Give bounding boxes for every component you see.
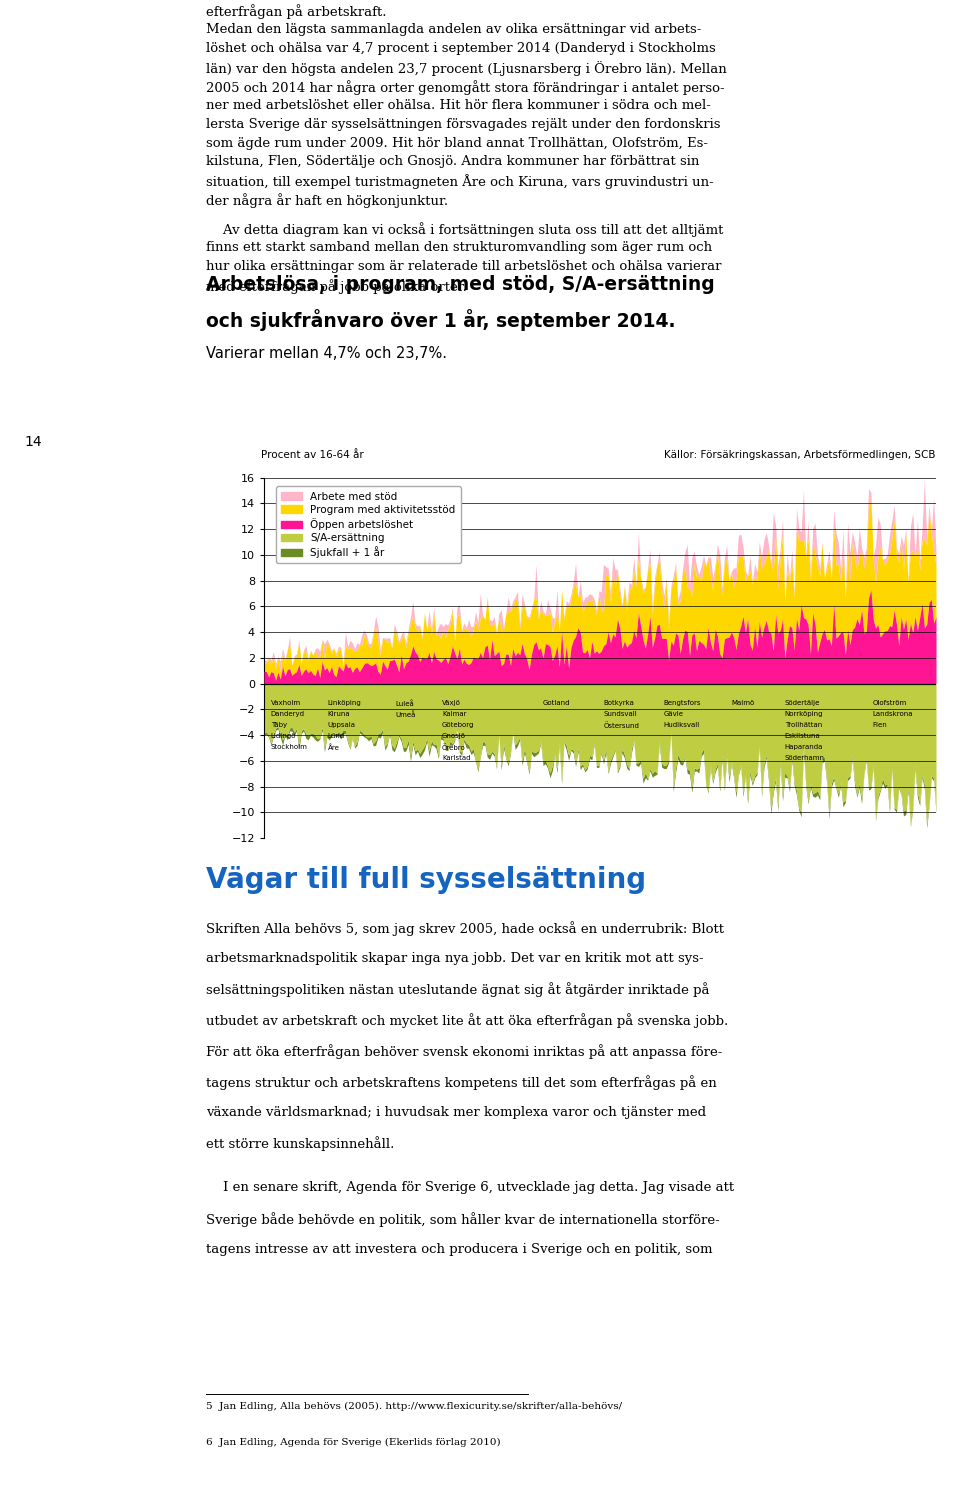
Text: tagens intresse av att investera och producera i Sverige och en politik, som: tagens intresse av att investera och pro… xyxy=(206,1242,713,1256)
Text: finns ett starkt samband mellan den strukturomvandling som äger rum och: finns ett starkt samband mellan den stru… xyxy=(206,242,712,254)
Text: ett större kunskapsinnehåll.: ett större kunskapsinnehåll. xyxy=(206,1137,395,1151)
Text: Karlstad: Karlstad xyxy=(442,756,470,762)
Text: och sjukfrånvaro över 1 år, september 2014.: och sjukfrånvaro över 1 år, september 20… xyxy=(206,309,676,332)
Text: Procent av 16-64 år: Procent av 16-64 år xyxy=(260,449,364,460)
Text: som ägde rum under 2009. Hit hör bland annat Trollhättan, Olofström, Es-: som ägde rum under 2009. Hit hör bland a… xyxy=(206,137,708,150)
Text: Söderhamn: Söderhamn xyxy=(784,756,825,762)
Text: Flen: Flen xyxy=(873,722,887,728)
Text: utbudet av arbetskraft och mycket lite åt att öka efterfrågan på svenska jobb.: utbudet av arbetskraft och mycket lite å… xyxy=(206,1014,729,1027)
Text: Skriften Alla behövs 5, som jag skrev 2005, hade också en underrubrik: Blott: Skriften Alla behövs 5, som jag skrev 20… xyxy=(206,921,725,936)
Text: Gnosjö: Gnosjö xyxy=(442,733,467,739)
Text: 14: 14 xyxy=(24,436,41,449)
Text: Östersund: Östersund xyxy=(604,722,639,728)
Text: Av detta diagram kan vi också i fortsättningen sluta oss till att det alltjämt: Av detta diagram kan vi också i fortsätt… xyxy=(206,222,724,237)
Text: Källor: Försäkringskassan, Arbetsförmedlingen, SCB: Källor: Försäkringskassan, Arbetsförmedl… xyxy=(664,449,936,460)
Text: situation, till exempel turistmagneten Åre och Kiruna, vars gruvindustri un-: situation, till exempel turistmagneten Å… xyxy=(206,174,714,189)
Text: Danderyd: Danderyd xyxy=(271,712,304,718)
Text: löshet och ohälsa var 4,7 procent i september 2014 (Danderyd i Stockholms: löshet och ohälsa var 4,7 procent i sept… xyxy=(206,42,716,56)
Text: Sundsvall: Sundsvall xyxy=(604,712,637,718)
Text: Kiruna: Kiruna xyxy=(328,712,350,718)
Text: selsättningspolitiken nästan uteslutande ägnat sig åt åtgärder inriktade på: selsättningspolitiken nästan uteslutande… xyxy=(206,982,709,997)
Text: Lidingö: Lidingö xyxy=(271,733,296,739)
Text: ner med arbetslöshet eller ohälsa. Hit hör flera kommuner i södra och mel-: ner med arbetslöshet eller ohälsa. Hit h… xyxy=(206,99,711,111)
Text: arbetsmarknadspolitik skapar inga nya jobb. Det var en kritik mot att sys-: arbetsmarknadspolitik skapar inga nya jo… xyxy=(206,952,704,964)
Text: Bengtsfors: Bengtsfors xyxy=(663,700,702,706)
Text: Trollhättan: Trollhättan xyxy=(784,722,822,728)
Text: län) var den högsta andelen 23,7 procent (Ljusnarsberg i Örebro län). Mellan: län) var den högsta andelen 23,7 procent… xyxy=(206,62,727,77)
Text: Luleå: Luleå xyxy=(396,700,414,707)
Text: Botkyrka: Botkyrka xyxy=(604,700,635,706)
Text: Arbetslösa, i program, med stöd, S/A-ersättning: Arbetslösa, i program, med stöd, S/A-ers… xyxy=(206,275,715,294)
Text: Södertälje: Södertälje xyxy=(784,700,820,706)
Text: Landskrona: Landskrona xyxy=(873,712,913,718)
Text: Gävle: Gävle xyxy=(663,712,684,718)
Text: Linköping: Linköping xyxy=(328,700,362,706)
Text: I en senare skrift, Agenda för Sverige 6, utvecklade jag detta. Jag visade att: I en senare skrift, Agenda för Sverige 6… xyxy=(206,1181,734,1194)
Text: Gotland: Gotland xyxy=(543,700,570,706)
Text: lersta Sverige där sysselsättningen försvagades rejält under den fordonskris: lersta Sverige där sysselsättningen förs… xyxy=(206,117,721,131)
Legend: Arbete med stöd, Program med aktivitetsstöd, Öppen arbetslöshet, S/A-ersättning,: Arbete med stöd, Program med aktivitetss… xyxy=(276,487,461,563)
Text: Hudiksvall: Hudiksvall xyxy=(663,722,700,728)
Text: Göteborg: Göteborg xyxy=(442,722,474,728)
Text: kilstuna, Flen, Södertälje och Gnosjö. Andra kommuner har förbättrat sin: kilstuna, Flen, Södertälje och Gnosjö. A… xyxy=(206,156,700,168)
Text: Stockholm: Stockholm xyxy=(271,743,307,749)
Text: Malmö: Malmö xyxy=(732,700,755,706)
Text: efterfrågan på arbetskraft.: efterfrågan på arbetskraft. xyxy=(206,5,387,20)
Text: Vägar till full sysselsättning: Vägar till full sysselsättning xyxy=(206,865,646,894)
Text: Vaxholm: Vaxholm xyxy=(271,700,300,706)
Text: Varierar mellan 4,7% och 23,7%.: Varierar mellan 4,7% och 23,7%. xyxy=(206,345,447,360)
Text: Sverige både behövde en politik, som håller kvar de internationella storföre-: Sverige både behövde en politik, som hål… xyxy=(206,1212,720,1227)
Text: Örebro: Örebro xyxy=(442,743,466,751)
Text: 6  Jan Edling, Agenda för Sverige (Ekerlids förlag 2010): 6 Jan Edling, Agenda för Sverige (Ekerli… xyxy=(206,1437,501,1446)
Text: 2005 och 2014 har några orter genomgått stora förändringar i antalet perso-: 2005 och 2014 har några orter genomgått … xyxy=(206,80,725,95)
Text: der några år haft en högkonjunktur.: der några år haft en högkonjunktur. xyxy=(206,194,448,209)
Text: Täby: Täby xyxy=(271,722,287,728)
Text: Norrköping: Norrköping xyxy=(784,712,824,718)
Text: 5  Jan Edling, Alla behövs (2005). http://www.flexicurity.se/skrifter/alla-behöv: 5 Jan Edling, Alla behövs (2005). http:/… xyxy=(206,1401,622,1410)
Text: För att öka efterfrågan behöver svensk ekonomi inriktas på att anpassa före-: För att öka efterfrågan behöver svensk e… xyxy=(206,1044,723,1059)
Text: Växjö: Växjö xyxy=(442,700,461,706)
Text: Olofström: Olofström xyxy=(873,700,906,706)
Text: med efterfrågan på jobb på olika orter.: med efterfrågan på jobb på olika orter. xyxy=(206,279,468,294)
Text: Eskilstuna: Eskilstuna xyxy=(784,733,821,739)
Text: Medan den lägsta sammanlagda andelen av olika ersättningar vid arbets-: Medan den lägsta sammanlagda andelen av … xyxy=(206,24,702,36)
Text: Uppsala: Uppsala xyxy=(328,722,356,728)
Text: hur olika ersättningar som är relaterade till arbetslöshet och ohälsa varierar: hur olika ersättningar som är relaterade… xyxy=(206,260,722,273)
Text: växande världsmarknad; i huvudsak mer komplexa varor och tjänster med: växande världsmarknad; i huvudsak mer ko… xyxy=(206,1105,707,1119)
Text: Kalmar: Kalmar xyxy=(442,712,467,718)
Text: Umeå: Umeå xyxy=(396,712,416,718)
Text: Åre: Åre xyxy=(328,743,340,751)
Text: tagens struktur och arbetskraftens kompetens till det som efterfrågas på en: tagens struktur och arbetskraftens kompe… xyxy=(206,1075,717,1089)
Text: Lund: Lund xyxy=(328,733,345,739)
Text: Haparanda: Haparanda xyxy=(784,743,823,749)
